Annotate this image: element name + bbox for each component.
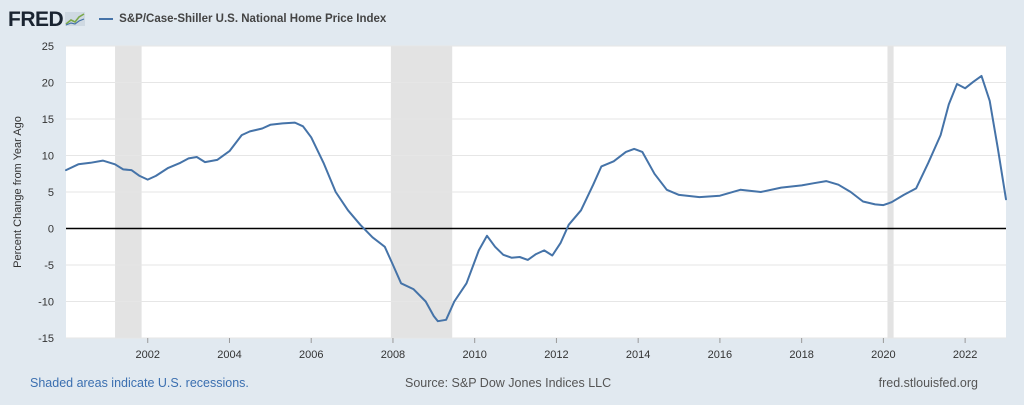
x-tick-label: 2012 bbox=[544, 349, 568, 360]
x-tick-label: 2016 bbox=[708, 349, 732, 360]
y-tick-label: -5 bbox=[44, 260, 54, 272]
x-tick-label: 2006 bbox=[299, 349, 323, 360]
site-link[interactable]: fred.stlouisfed.org bbox=[878, 376, 978, 390]
x-tick-label: 2014 bbox=[626, 349, 650, 360]
recession-note: Shaded areas indicate U.S. recessions. bbox=[30, 376, 249, 390]
legend-swatch bbox=[99, 18, 114, 20]
y-tick-label: 25 bbox=[42, 41, 54, 53]
y-tick-label: 15 bbox=[42, 114, 54, 126]
series-line bbox=[65, 74, 1007, 323]
x-tick-label: 2020 bbox=[871, 349, 895, 360]
y-tick-label: -15 bbox=[38, 333, 54, 345]
y-tick-label: 20 bbox=[42, 78, 54, 90]
source-label: Source: S&P Dow Jones Indices LLC bbox=[405, 376, 612, 390]
legend-series-label[interactable]: S&P/Case-Shiller U.S. National Home Pric… bbox=[119, 13, 387, 25]
y-tick-label: -10 bbox=[38, 297, 54, 309]
line-chart: 25 20 15 10 5 0 -5 -10 -15 2002 2004 2006 2008 2010 20… bbox=[12, 41, 1007, 360]
x-tick-label: 2018 bbox=[789, 349, 813, 360]
y-tick-label: 10 bbox=[42, 151, 54, 163]
chart-header: FRED S&P/Case-Shiller U.S. National Home… bbox=[8, 6, 386, 32]
x-tick-label: 2004 bbox=[217, 349, 241, 360]
y-tick-label: 5 bbox=[48, 187, 54, 199]
x-tick-label: 2002 bbox=[135, 349, 159, 360]
fred-logo[interactable]: FRED bbox=[8, 7, 64, 31]
y-tick-label: 0 bbox=[48, 224, 54, 236]
y-axis-label: Percent Change from Year Ago bbox=[12, 116, 24, 268]
x-tick-label: 2008 bbox=[381, 349, 405, 360]
x-tick-label: 2022 bbox=[953, 349, 977, 360]
chart-line-icon bbox=[65, 12, 86, 26]
x-tick-label: 2010 bbox=[462, 349, 486, 360]
